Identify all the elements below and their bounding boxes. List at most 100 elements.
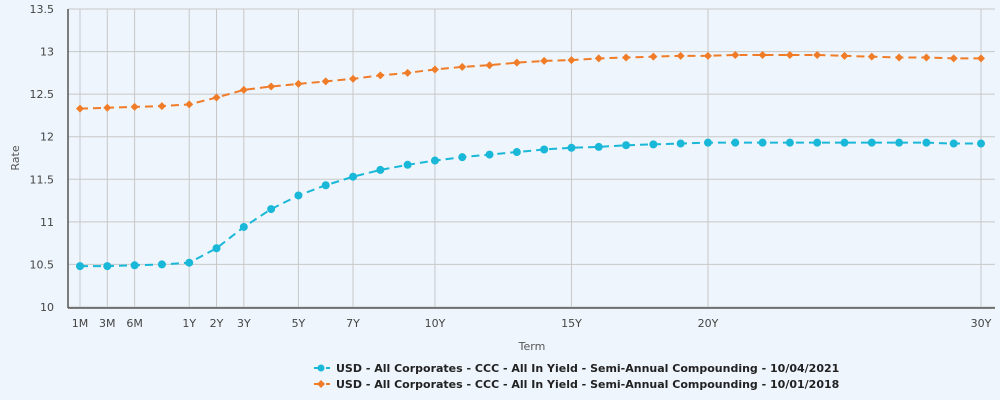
y-axis-label: Rate	[9, 145, 22, 170]
legend-item-2021[interactable]: USD - All Corporates - CCC - All In Yiel…	[314, 362, 839, 375]
grid	[68, 8, 995, 308]
legend-circle-marker-icon	[317, 364, 325, 372]
x-tick-label: 7Y	[346, 317, 360, 330]
data-point	[567, 56, 576, 65]
data-point	[922, 53, 931, 62]
data-point	[622, 141, 631, 150]
data-point	[376, 165, 385, 174]
data-point	[512, 148, 521, 157]
x-tick-label: 30Y	[971, 317, 992, 330]
legend[interactable]: USD - All Corporates - CCC - All In Yiel…	[314, 362, 839, 391]
y-tick-label: 11	[40, 216, 54, 229]
data-point	[403, 68, 412, 77]
x-axis-ticks: 1M 3M 6M 1Y 2Y 3Y 5Y 7Y 10Y 15Y 20Y 30Y	[72, 317, 992, 330]
data-point	[867, 52, 876, 61]
data-point	[430, 156, 439, 165]
data-point	[130, 102, 139, 111]
data-point	[157, 260, 166, 269]
data-point	[458, 62, 467, 71]
data-point	[103, 103, 112, 112]
data-point	[130, 261, 139, 270]
data-point	[949, 139, 958, 148]
x-tick-label: 1Y	[182, 317, 196, 330]
legend-item-2018[interactable]: USD - All Corporates - CCC - All In Yiel…	[314, 378, 839, 391]
data-point	[349, 172, 358, 181]
legend-diamond-marker-icon	[317, 380, 325, 388]
data-point	[185, 258, 194, 267]
x-tick-label: 10Y	[425, 317, 446, 330]
data-point	[949, 54, 958, 63]
x-tick-label: 20Y	[698, 317, 719, 330]
y-axis-ticks: 10 10.5 11 11.5 12 12.5 13 13.5	[30, 3, 55, 314]
data-point	[76, 262, 84, 271]
x-tick-label: 5Y	[292, 317, 306, 330]
data-point	[76, 104, 84, 113]
data-point	[758, 138, 767, 147]
data-point	[649, 140, 658, 149]
x-tick-label: 3Y	[237, 317, 251, 330]
series-line	[79, 53, 981, 110]
data-point	[267, 82, 276, 91]
series-1	[76, 50, 985, 113]
data-point	[731, 50, 740, 59]
data-point	[294, 191, 303, 200]
data-point	[512, 58, 521, 67]
series-0	[76, 138, 985, 271]
data-point	[157, 102, 166, 111]
data-point	[540, 145, 549, 154]
data-point	[622, 53, 631, 62]
data-point	[649, 52, 658, 61]
data-point	[594, 54, 603, 63]
data-point	[703, 51, 712, 60]
data-point	[485, 150, 494, 159]
data-point	[185, 100, 194, 109]
data-point	[867, 138, 876, 147]
data-point	[239, 222, 248, 231]
data-point	[321, 181, 330, 190]
data-point	[540, 56, 549, 65]
data-point	[731, 138, 740, 147]
data-point	[239, 85, 248, 94]
data-point	[294, 79, 303, 88]
series-line	[80, 141, 981, 268]
data-point	[785, 138, 794, 147]
data-point	[676, 51, 685, 60]
data-point	[458, 153, 467, 162]
data-point	[594, 142, 603, 151]
y-tick-label: 13.5	[30, 3, 55, 16]
data-point	[813, 50, 822, 59]
y-tick-label: 10	[40, 301, 54, 314]
data-point	[703, 138, 712, 147]
data-point	[977, 139, 985, 148]
legend-label: USD - All Corporates - CCC - All In Yiel…	[336, 378, 839, 391]
data-point	[977, 54, 985, 63]
data-point	[758, 50, 767, 59]
data-point	[813, 138, 822, 147]
data-point	[212, 244, 221, 253]
x-tick-label: 2Y	[210, 317, 224, 330]
data-point	[212, 93, 221, 102]
data-point	[895, 53, 904, 62]
data-point	[267, 205, 276, 214]
data-point	[485, 61, 494, 70]
x-tick-label: 15Y	[561, 317, 582, 330]
series-group	[76, 50, 985, 271]
data-point	[840, 51, 849, 60]
data-point	[567, 143, 576, 152]
data-point	[403, 160, 412, 169]
data-point	[376, 71, 385, 80]
data-point	[321, 77, 330, 86]
x-axis-label: Term	[518, 340, 546, 353]
data-point	[895, 138, 904, 147]
x-tick-label: 6M	[126, 317, 143, 330]
x-tick-label: 3M	[99, 317, 116, 330]
y-tick-label: 11.5	[30, 173, 55, 186]
y-tick-label: 12.5	[30, 88, 55, 101]
data-point	[840, 138, 849, 147]
data-point	[922, 138, 931, 147]
x-tick-label: 1M	[72, 317, 89, 330]
data-point	[103, 262, 112, 271]
y-tick-label: 10.5	[30, 258, 55, 271]
data-point	[676, 139, 685, 148]
